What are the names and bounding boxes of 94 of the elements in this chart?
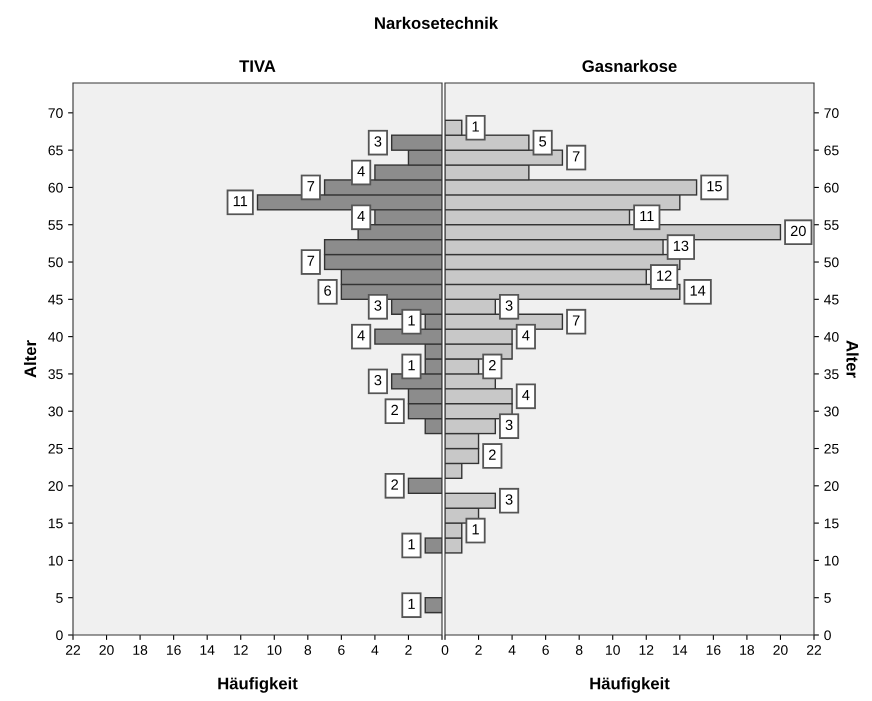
- data-label: 2: [489, 450, 496, 460]
- x-tick-label: 16: [166, 645, 181, 655]
- y-tick-label: 40: [48, 332, 63, 342]
- x-tick-label: 14: [673, 645, 688, 655]
- x-tick-label: 8: [304, 645, 312, 655]
- y-tick-label: 20: [48, 481, 63, 491]
- y-tick-label: 50: [48, 257, 63, 268]
- data-label: 4: [522, 390, 530, 400]
- data-label: 4: [357, 330, 365, 340]
- x-tick-label: 0: [442, 645, 448, 655]
- x-tick-label: 18: [133, 645, 148, 655]
- data-label: 3: [506, 300, 513, 311]
- y-tick-label: 70: [48, 108, 63, 118]
- x-tick-label: 4: [371, 645, 378, 655]
- x-tick-label: 4: [508, 645, 516, 655]
- x-tick-label: 14: [200, 645, 214, 655]
- y-tick-label: 10: [824, 556, 839, 566]
- x-tick-label: 10: [268, 645, 282, 655]
- data-label: 15: [707, 181, 722, 192]
- y-tick-label: 5: [824, 593, 831, 603]
- data-label: 1: [408, 598, 415, 609]
- y-tick-label: 35: [824, 369, 839, 380]
- y-tick-label: 30: [824, 406, 839, 416]
- data-label: 11: [234, 196, 248, 206]
- data-label: 2: [391, 404, 398, 415]
- x-tick-label: 2: [475, 645, 482, 655]
- y-tick-label: 0: [824, 630, 831, 640]
- x-tick-label: 2: [405, 645, 412, 655]
- y-tick-label: 45: [824, 294, 839, 304]
- data-label: 3: [506, 494, 513, 505]
- data-label: 11: [640, 211, 654, 222]
- y-axis-title: Alter: [846, 340, 859, 378]
- x-tick-label: 22: [806, 645, 822, 655]
- x-tick-label: 12: [234, 645, 248, 655]
- data-label: 13: [674, 240, 688, 252]
- x-tick-label: 12: [640, 645, 654, 655]
- data-label: 12: [657, 270, 672, 281]
- y-tick-label: 35: [48, 369, 63, 380]
- y-tick-label: 40: [824, 332, 839, 342]
- data-label: 1: [408, 315, 415, 326]
- data-label: 7: [572, 315, 580, 326]
- y-tick-label: 15: [48, 518, 63, 528]
- y-tick-label: 60: [824, 182, 839, 193]
- data-label: 2: [391, 479, 398, 490]
- data-label: 6: [324, 285, 331, 296]
- data-label: 4: [357, 166, 365, 176]
- data-label: 2: [489, 360, 496, 370]
- data-label: 3: [374, 374, 382, 386]
- y-tick-label: 70: [824, 108, 839, 118]
- y-tick-label: 0: [56, 630, 63, 640]
- x-tick-label: 20: [773, 645, 788, 655]
- data-label: 3: [506, 420, 513, 430]
- y-tick-label: 55: [48, 220, 63, 230]
- data-label: 7: [572, 151, 580, 162]
- y-tick-label: 20: [824, 481, 839, 491]
- x-tick-label: 8: [576, 645, 582, 655]
- y-tick-label: 25: [824, 444, 839, 454]
- data-label: 1: [408, 360, 415, 370]
- x-tick-label: 18: [740, 645, 754, 655]
- data-label: 14: [690, 286, 706, 296]
- x-axis-title: Häufigkeit: [590, 677, 670, 693]
- y-tick-label: 45: [48, 294, 63, 304]
- y-tick-label: 15: [824, 518, 839, 528]
- text: Narkosetechnik: [375, 16, 498, 30]
- y-tick-label: 55: [824, 220, 839, 230]
- y-tick-label: 60: [48, 182, 63, 193]
- x-tick-label: 20: [100, 645, 114, 655]
- y-tick-label: 10: [48, 556, 63, 566]
- chart-title: Gasnarkose: [582, 60, 677, 72]
- x-tick-label: 10: [606, 645, 620, 655]
- data-label: 7: [308, 181, 314, 192]
- data-label: 4: [522, 330, 530, 340]
- x-tick-label: 16: [706, 645, 720, 655]
- y-tick-label: 50: [824, 257, 839, 268]
- data-label: 1: [472, 524, 479, 534]
- y-tick-label: 30: [48, 406, 63, 416]
- y-tick-label: 5: [56, 593, 63, 603]
- data-label: 5: [539, 136, 546, 147]
- x-axis-title: Häufigkeit: [218, 677, 298, 693]
- data-label: 3: [374, 300, 382, 311]
- y-tick-label: 65: [824, 145, 839, 156]
- data-label: 1: [472, 121, 479, 132]
- x-tick-label: 6: [338, 645, 345, 655]
- data-label: 4: [357, 211, 365, 222]
- data-label: 7: [308, 256, 314, 266]
- chart-title: TIVA: [239, 60, 276, 72]
- y-tick-label: 65: [48, 145, 63, 156]
- x-tick-label: 6: [542, 645, 549, 655]
- data-label: 1: [408, 539, 415, 550]
- data-label: 20: [790, 226, 806, 236]
- data-label: 3: [374, 136, 382, 147]
- x-tick-label: 22: [66, 645, 80, 655]
- y-axis-title: Alter: [24, 340, 36, 378]
- y-tick-label: 25: [48, 444, 63, 454]
